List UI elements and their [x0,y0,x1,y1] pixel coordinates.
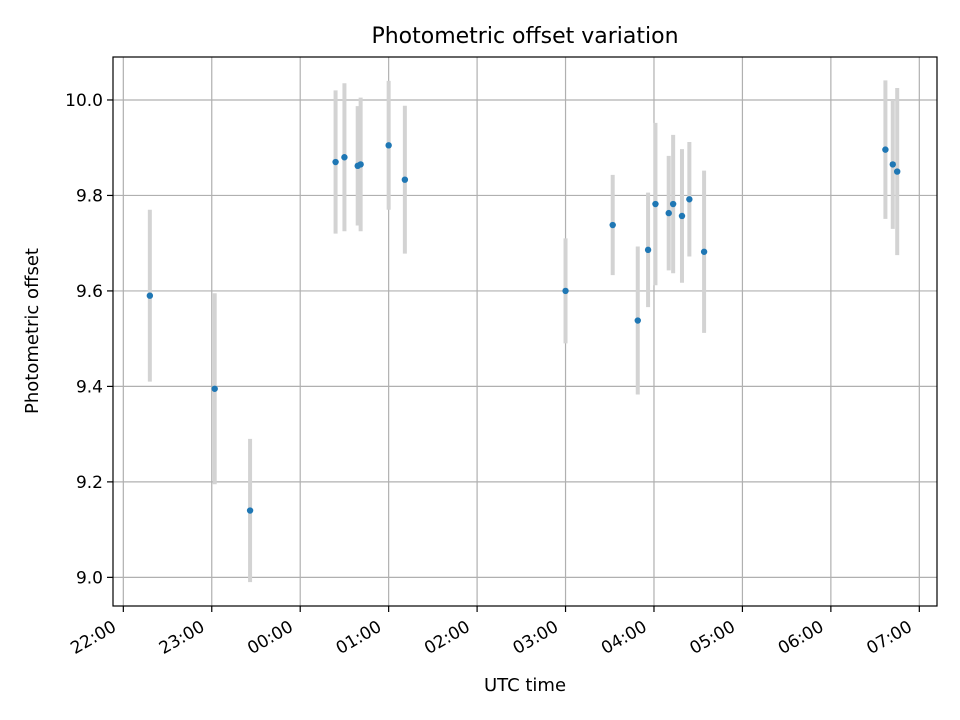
data-point [665,209,672,217]
y-axis: 9.0 9.2 9.4 9.6 9.8 10.0 [65,91,113,588]
y-tick-label: 9.8 [76,186,103,206]
y-tick-label: 9.2 [76,473,103,493]
data-point [246,507,254,514]
chart-title: Photometric offset variation [371,24,678,49]
y-tick-label: 9.4 [76,377,103,397]
y-tick-label: 9.6 [76,282,103,302]
data-point [146,292,154,299]
y-axis-label: Photometric offset [22,248,43,414]
data-point [889,161,896,168]
data-point [341,154,348,161]
data-point [562,287,569,295]
x-axis-label: UTC time [484,675,566,696]
data-point [634,317,641,324]
data-point [894,168,901,175]
data-point [669,200,677,208]
data-point [686,196,693,203]
data-point [609,221,616,229]
data-point [385,142,392,149]
y-tick-label: 9.0 [76,568,103,588]
data-point [332,158,339,166]
y-tick-label: 10.0 [65,91,103,111]
data-points [146,142,901,514]
data-point [700,248,708,255]
data-point [401,176,409,183]
data-point [644,246,652,254]
data-point [652,200,659,208]
plot-area-frame [112,56,938,607]
data-point [678,212,686,220]
data-point [357,161,364,168]
data-point [211,385,218,392]
data-point [882,146,889,153]
